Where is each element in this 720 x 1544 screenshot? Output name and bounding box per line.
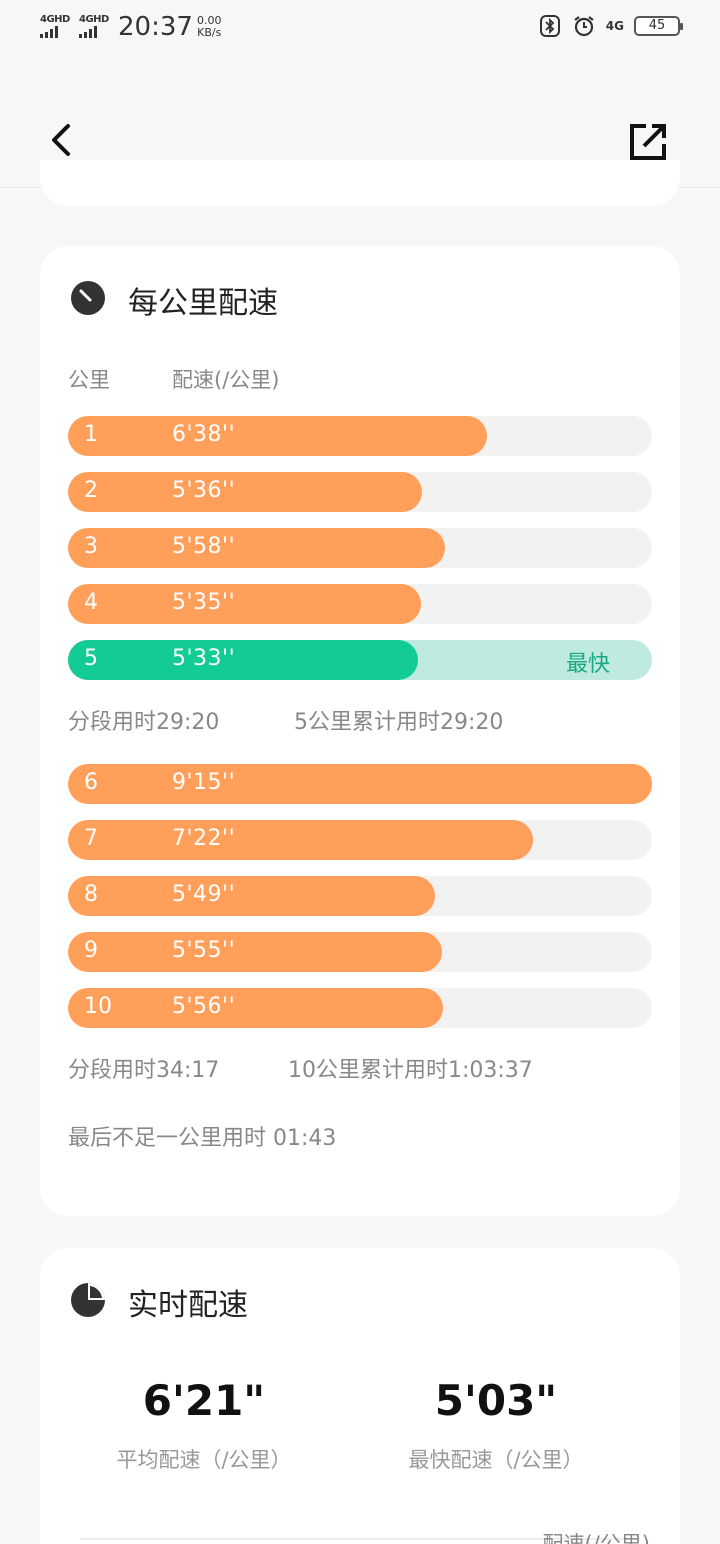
pace-bar-value: 5'58'' xyxy=(172,534,236,559)
group2-cumulative-time: 10公里累计用时1:03:37 xyxy=(288,1058,533,1083)
pace-bar-value: 5'33'' xyxy=(172,646,236,671)
pace-bar-fill xyxy=(68,988,443,1028)
battery-indicator: 45 xyxy=(634,16,683,36)
previous-card-bottom xyxy=(40,160,680,206)
realtime-pace-card: 实时配速 6'21" 平均配速（/公里） 5'03" 最快配速（/公里） 配速(… xyxy=(40,1248,680,1544)
status-right: 4G 45 xyxy=(538,14,683,38)
pace-bar-km: 10 xyxy=(84,994,112,1019)
pace-bar-value: 5'36'' xyxy=(172,478,236,503)
last-partial-km-time: 最后不足一公里用时 01:43 xyxy=(68,1126,337,1151)
chevron-left-icon[interactable] xyxy=(42,120,82,160)
pace-bar-value: 7'22'' xyxy=(172,826,236,851)
per-km-pace-card: 每公里配速 公里 配速(/公里) 1 6'38'' 2 5'36'' 3 5'58'' 4 5… xyxy=(40,246,680,1216)
pace-bar-row: 6 9'15'' xyxy=(68,764,652,804)
fastest-pace-value: 5'03" xyxy=(434,1376,558,1425)
signal-strength-1: 4GHD xyxy=(40,14,70,38)
pace-card-title: 每公里配速 xyxy=(128,286,278,321)
pace-bar-km: 9 xyxy=(84,938,98,963)
realtime-card-title: 实时配速 xyxy=(128,1288,248,1323)
pace-bar-km: 5 xyxy=(84,646,98,671)
bluetooth-icon xyxy=(539,15,560,37)
pace-bar-row: 4 5'35'' xyxy=(68,584,652,624)
pace-bar-row: 3 5'58'' xyxy=(68,528,652,568)
pace-bar-km: 2 xyxy=(84,478,98,503)
pace-bar-row: 10 5'56'' xyxy=(68,988,652,1028)
average-pace-value: 6'21" xyxy=(142,1376,266,1425)
group1-cumulative-time: 5公里累计用时29:20 xyxy=(294,710,504,735)
network-speed: 0.00 KB/s xyxy=(197,14,222,39)
status-bar: 4GHD 4GHD 20:37 0.00 KB/s 4G 45 xyxy=(0,0,720,58)
speedometer-icon xyxy=(71,281,105,315)
column-head-pace: 配速(/公里) xyxy=(172,368,280,392)
pace-bar-fill xyxy=(68,584,421,624)
pace-table-divider xyxy=(80,1538,640,1544)
pace-bar-row: 5 5'33'' 最快 xyxy=(68,640,652,680)
status-time: 20:37 xyxy=(118,12,193,42)
pace-bar-value: 5'56'' xyxy=(172,994,236,1019)
fastest-pace-label: 最快配速（/公里） xyxy=(408,1448,584,1472)
pace-bar-row: 1 6'38'' xyxy=(68,416,652,456)
network-type: 4G xyxy=(605,19,624,33)
fastest-badge: 最快 xyxy=(565,652,610,677)
pace-bar-km: 3 xyxy=(84,534,98,559)
pace-bar-km: 8 xyxy=(84,882,98,907)
pace-bar-value: 6'38'' xyxy=(172,422,236,447)
column-head-km: 公里 xyxy=(68,368,110,392)
pace-bar-value: 5'35'' xyxy=(172,590,236,615)
pace-bar-row: 9 5'55'' xyxy=(68,932,652,972)
pace-bar-fill xyxy=(68,932,442,972)
pace-bar-fill xyxy=(68,876,435,916)
pace-bar-row: 8 5'49'' xyxy=(68,876,652,916)
alarm-icon xyxy=(574,16,594,37)
pace-bar-km: 6 xyxy=(84,770,98,795)
pace-bar-value: 5'55'' xyxy=(172,938,236,963)
signal-strength-2: 4GHD xyxy=(79,14,109,38)
pace-bar-fill xyxy=(68,764,652,804)
group2-segment-time: 分段用时34:17 xyxy=(68,1058,220,1083)
average-pace-label: 平均配速（/公里） xyxy=(116,1448,292,1472)
pace-bar-km: 4 xyxy=(84,590,98,615)
pace-bar-row: 7 7'22'' xyxy=(68,820,652,860)
group1-segment-time: 分段用时29:20 xyxy=(68,710,220,735)
pace-bar-km: 7 xyxy=(84,826,98,851)
pace-bar-fill xyxy=(68,528,445,568)
pace-bar-fill xyxy=(68,472,422,512)
pace-table-head: 配速(/公里) xyxy=(542,1532,650,1544)
pace-bar-fill xyxy=(68,416,487,456)
share-external-icon[interactable] xyxy=(626,120,670,164)
pace-bar-value: 5'49'' xyxy=(172,882,236,907)
pace-bar-km: 1 xyxy=(84,422,98,447)
pace-bar-fill xyxy=(68,820,533,860)
pie-chart-icon xyxy=(71,1283,105,1317)
pace-bar-row: 2 5'36'' xyxy=(68,472,652,512)
pace-bar-fill xyxy=(68,640,418,680)
pace-bar-value: 9'15'' xyxy=(172,770,236,795)
